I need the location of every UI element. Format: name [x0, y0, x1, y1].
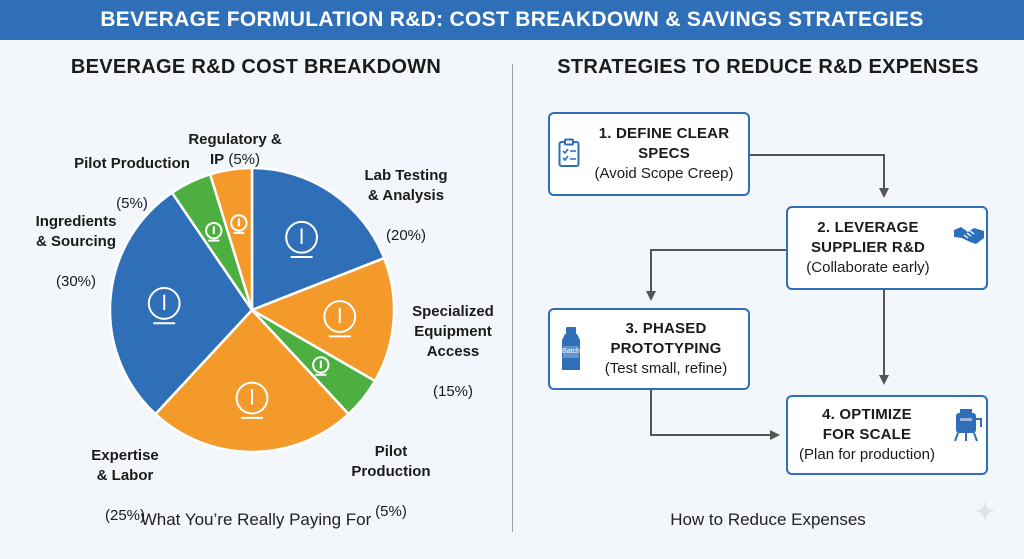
strategy-step-3: 3. PHASED PROTOTYPING (Test small, refin… — [548, 308, 750, 390]
slice-percent: (15%) — [432, 383, 473, 400]
slice-percent: (20%) — [385, 227, 426, 244]
slice-name: Specialized Equipment Access — [412, 303, 494, 360]
slice-name: Regulatory & IP — [188, 131, 282, 168]
pie-label-pilot-production-left: Pilot Production (5%) — [62, 134, 202, 234]
pie-slice-0 — [250, 166, 386, 312]
page-banner: BEVERAGE FORMULATION R&D: COST BREAKDOWN… — [0, 0, 1024, 40]
pie-label-ingredients: Ingredients & Sourcing (30%) — [16, 192, 136, 312]
slice-percent: (5%) — [228, 151, 261, 168]
lab-glassware-icon — [147, 287, 181, 325]
step-subtitle: (Test small, refine) — [604, 360, 728, 377]
lightbulb-head-icon — [235, 381, 269, 419]
sparkle-icon — [974, 500, 996, 522]
cost-breakdown-caption: What You’re Really Paying For — [140, 510, 372, 529]
pie-label-lab-testing: Lab Testing & Analysis (20%) — [346, 146, 466, 266]
pie-slice-1 — [249, 256, 396, 383]
magnifier-icon — [230, 214, 248, 234]
step-title: 2. LEVERAGE SUPPLIER R&D — [810, 219, 926, 256]
strategy-step-4: 4. OPTIMIZE FOR SCALE (Plan for producti… — [786, 395, 988, 475]
microscope-icon — [285, 220, 318, 259]
slice-name: Lab Testing & Analysis — [364, 167, 448, 204]
slice-name: Pilot Production — [74, 155, 190, 172]
slice-percent: (5%) — [116, 195, 148, 212]
arrow-step1-to-step2 — [750, 154, 889, 198]
panel-divider — [512, 64, 513, 532]
clipboard-checklist-icon — [558, 138, 580, 167]
slice-percent: (30%) — [55, 273, 96, 290]
pie-label-regulatory: Regulatory & IP (5%) — [170, 110, 300, 190]
slice-name: Pilot Production — [351, 443, 431, 480]
handshake-icon — [954, 227, 984, 244]
flask-icon — [205, 221, 223, 242]
gears-icon — [323, 300, 357, 338]
pie-slice-3 — [153, 308, 351, 454]
cost-breakdown-title: BEVERAGE R&D COST BREAKDOWN — [70, 56, 442, 78]
strategies-title: STRATEGIES TO REDUCE R&D EXPENSES — [557, 56, 979, 78]
pie-label-equipment: Specialized Equipment Access (15%) — [398, 282, 508, 422]
pie-slice-6 — [208, 166, 254, 311]
batch-bottle-icon: Batch — [558, 326, 584, 372]
slice-percent: (25%) — [104, 507, 145, 524]
slice-name: Expertise & Labor — [91, 447, 159, 484]
microscope-icon — [312, 356, 330, 376]
slice-percent: (5%) — [375, 503, 407, 520]
page-title: BEVERAGE FORMULATION R&D: COST BREAKDOWN… — [100, 8, 924, 31]
step-subtitle: (Collaborate early) — [806, 259, 930, 276]
strategy-step-1: 1. DEFINE CLEAR SPECS (Avoid Scope Creep… — [548, 112, 750, 196]
arrow-step3-to-step4 — [650, 390, 780, 440]
cost-pie-chart — [108, 166, 396, 454]
strategy-step-2: 2. LEVERAGE SUPPLIER R&D (Collaborate ea… — [786, 206, 988, 290]
pie-label-pilot-production-right: Pilot Production (5%) — [336, 422, 446, 542]
step-title: 3. PHASED PROTOTYPING — [610, 320, 722, 357]
step-subtitle: (Avoid Scope Creep) — [594, 165, 734, 182]
strategies-caption: How to Reduce Expenses — [670, 510, 866, 529]
production-tank-icon — [954, 409, 982, 442]
batch-label: Batch — [562, 348, 580, 355]
step-title: 4. OPTIMIZE FOR SCALE — [822, 406, 912, 443]
pie-slice-4 — [108, 190, 254, 416]
arrow-step2-to-step3 — [646, 249, 786, 301]
pie-label-expertise: Expertise & Labor (25%) — [70, 426, 180, 546]
step-subtitle: (Plan for production) — [799, 446, 935, 463]
step-title: 1. DEFINE CLEAR SPECS — [598, 125, 730, 162]
slice-name: Ingredients & Sourcing — [35, 213, 117, 250]
